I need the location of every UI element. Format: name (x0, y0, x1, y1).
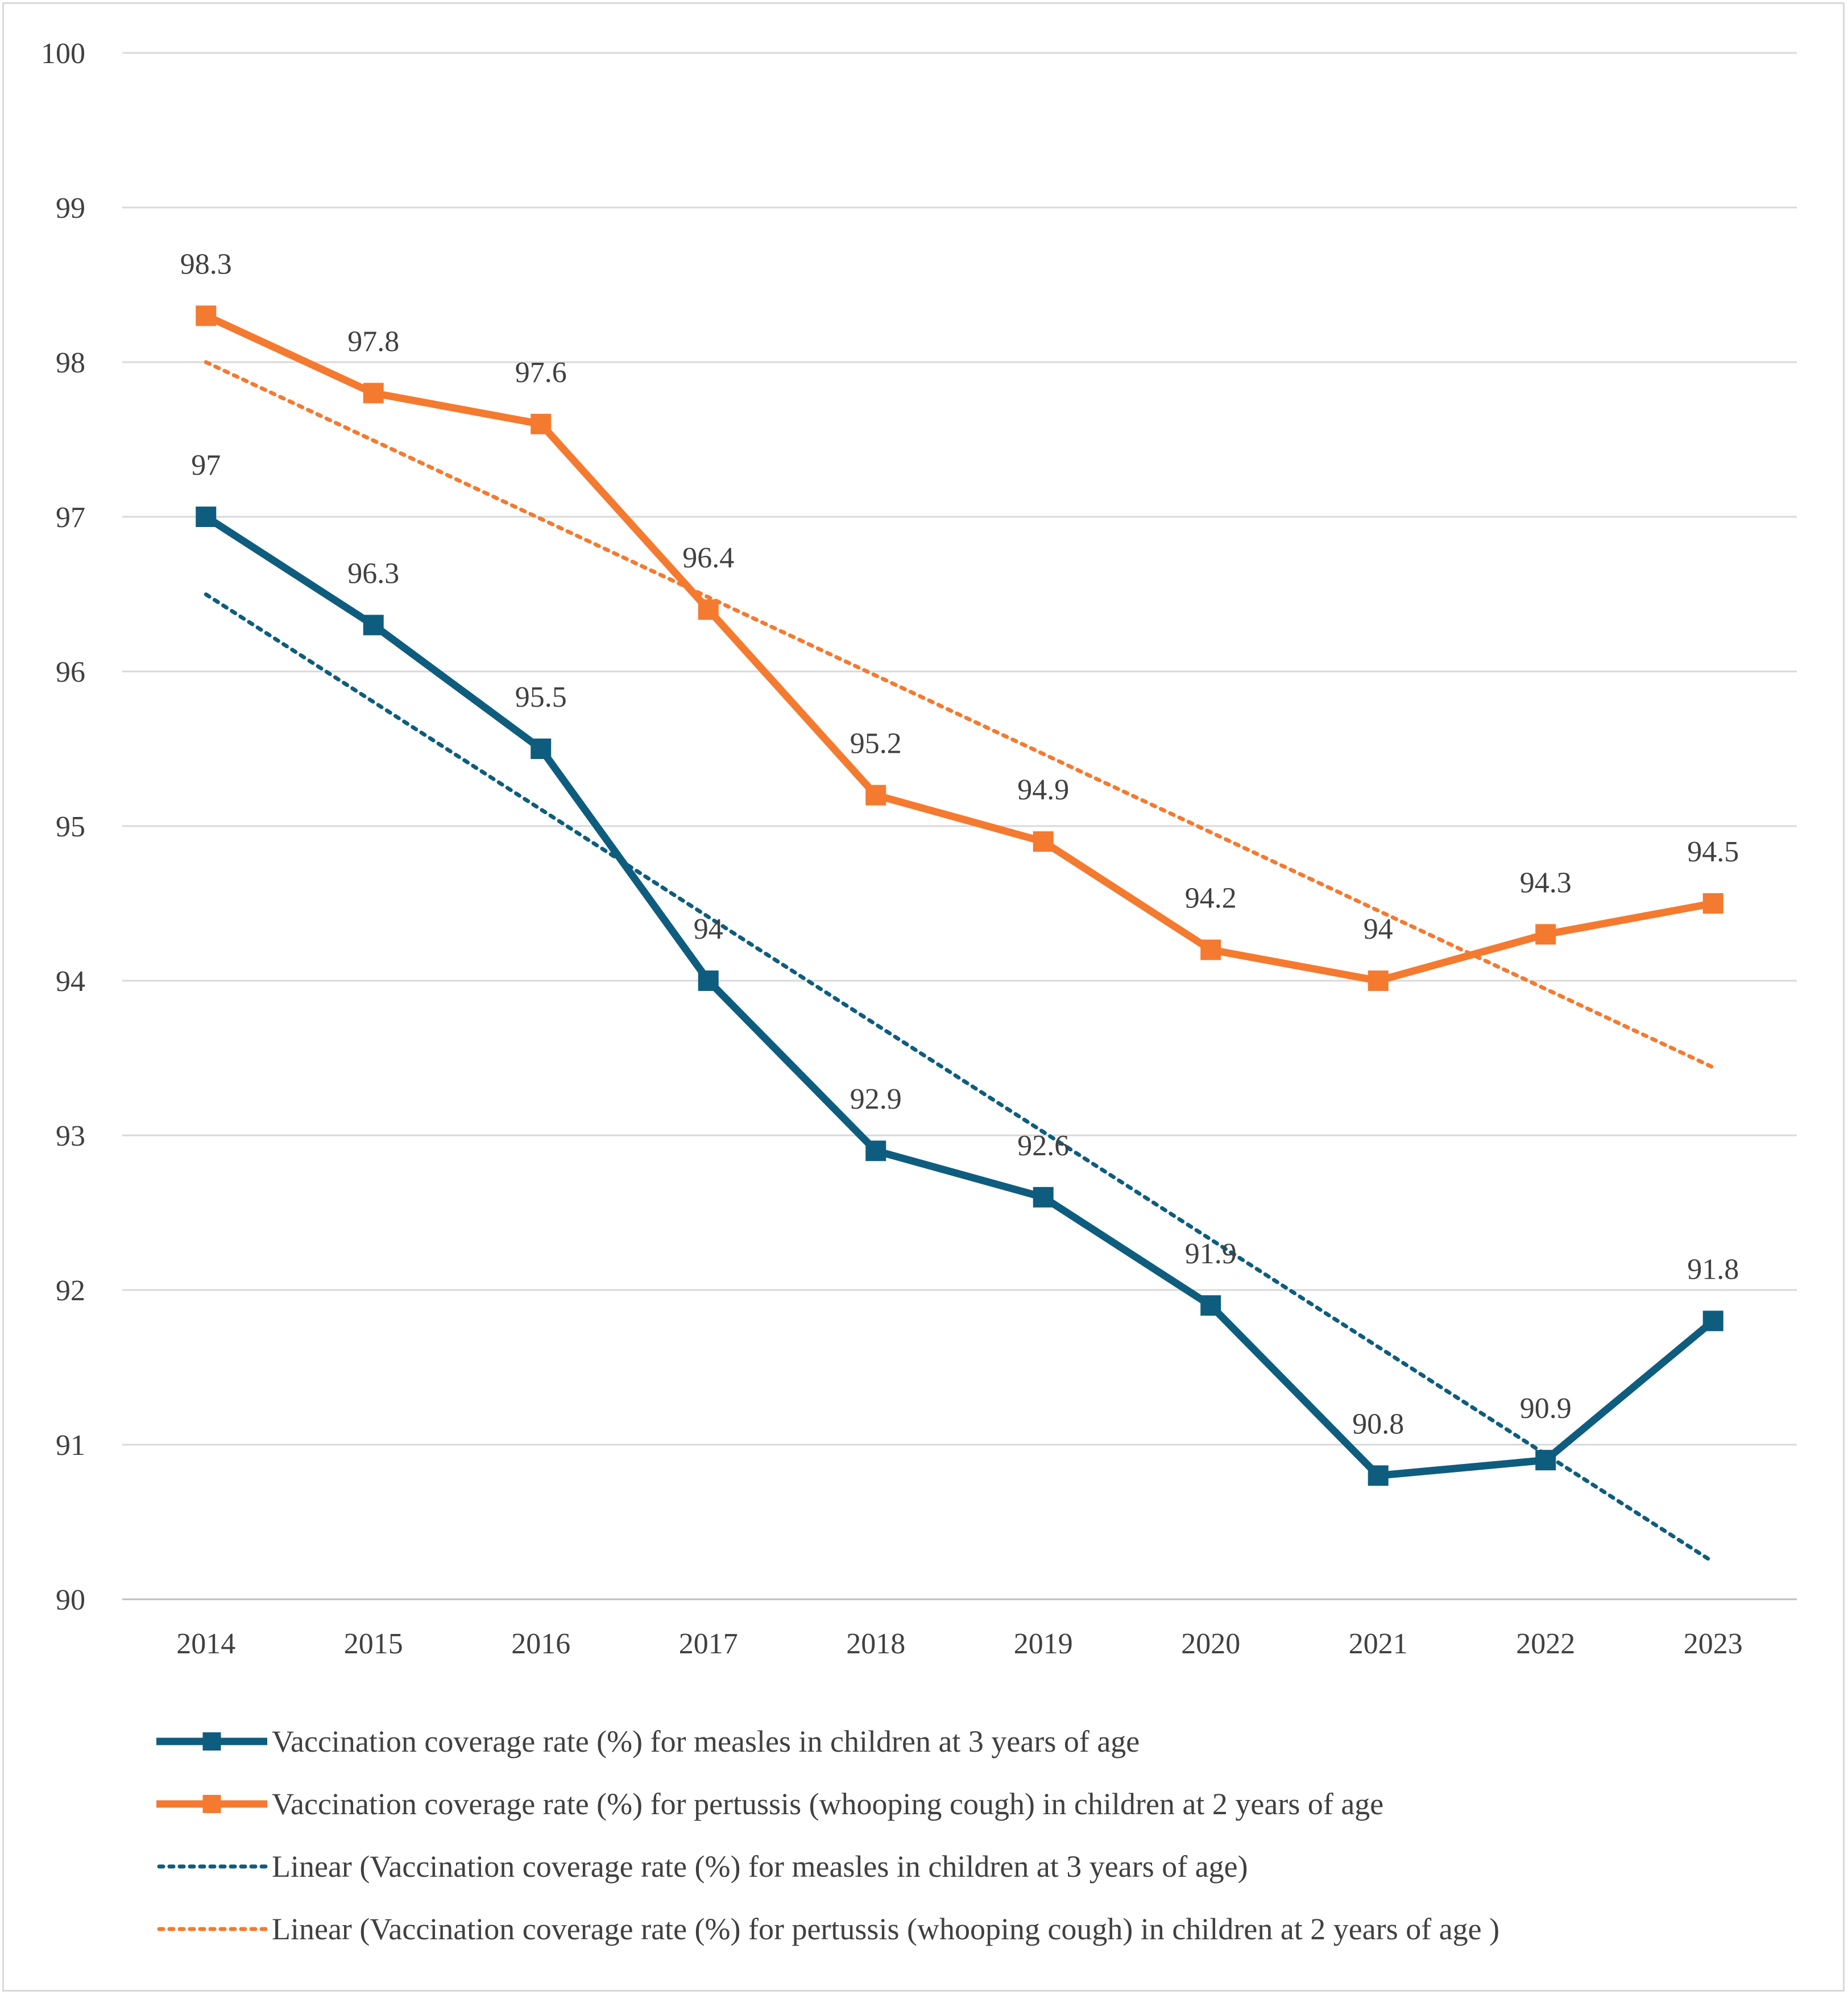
marker-0-6 (1200, 1295, 1221, 1316)
x-tick-label: 2022 (1516, 1628, 1575, 1660)
marker-1-6 (1200, 939, 1221, 960)
legend-label: Linear (Vaccination coverage rate (%) fo… (272, 1912, 1499, 1946)
legend-marker (202, 1795, 221, 1813)
data-label: 97.8 (347, 325, 399, 358)
data-label: 96.4 (682, 542, 734, 574)
marker-0-5 (1033, 1187, 1054, 1208)
data-label: 95.2 (850, 728, 902, 760)
legend-item-1: Vaccination coverage rate (%) for pertus… (156, 1787, 1383, 1821)
x-tick-label: 2020 (1181, 1628, 1240, 1660)
y-tick-label: 95 (56, 811, 85, 843)
legend-label: Linear (Vaccination coverage rate (%) fo… (272, 1849, 1248, 1884)
x-tick-label: 2021 (1349, 1628, 1408, 1660)
y-tick-label: 96 (56, 656, 85, 688)
data-label: 95.5 (515, 681, 567, 714)
y-tick-label: 98 (56, 347, 85, 379)
series-line-0 (204, 513, 1716, 1479)
data-label: 98.3 (180, 248, 232, 280)
marker-1-0 (196, 305, 217, 326)
marker-1-1 (363, 383, 384, 404)
trendline-0 (204, 592, 1716, 1564)
series (196, 305, 1723, 1486)
data-label: 90.8 (1352, 1408, 1404, 1440)
x-tick-label: 2023 (1684, 1628, 1743, 1660)
data-label: 94 (1364, 913, 1393, 945)
marker-1-7 (1368, 970, 1389, 991)
legend-label: Vaccination coverage rate (%) for pertus… (272, 1787, 1383, 1821)
y-tick-label: 90 (56, 1584, 85, 1616)
data-label: 90.9 (1520, 1392, 1572, 1425)
y-tick-label: 92 (56, 1275, 85, 1307)
legend-item-3: Linear (Vaccination coverage rate (%) fo… (157, 1912, 1499, 1946)
marker-0-9 (1702, 1310, 1723, 1332)
legend-item-0: Vaccination coverage rate (%) for measle… (156, 1724, 1140, 1758)
marker-0-8 (1535, 1450, 1556, 1471)
marker-1-8 (1535, 924, 1556, 945)
marker-1-9 (1702, 893, 1723, 914)
marker-0-1 (363, 615, 384, 636)
x-tick-label: 2019 (1014, 1628, 1073, 1660)
data-label: 96.3 (347, 557, 399, 590)
marker-1-5 (1033, 831, 1054, 852)
trendlines (204, 360, 1716, 1564)
legend: Vaccination coverage rate (%) for measle… (156, 1724, 1499, 1946)
trendline-1 (204, 360, 1716, 1069)
gridlines (122, 52, 1797, 1600)
x-tick-label: 2018 (846, 1628, 905, 1660)
data-label: 94.5 (1687, 836, 1739, 868)
legend-item-2: Linear (Vaccination coverage rate (%) fo… (157, 1849, 1248, 1884)
marker-0-7 (1368, 1465, 1389, 1486)
x-axis-ticks: 2014 2015 2016 2017 2018 2019 2020 2021 2022 2023 (176, 1628, 1743, 1660)
data-label: 94.9 (1017, 774, 1069, 806)
data-label: 94.3 (1520, 866, 1572, 899)
legend-marker (202, 1732, 221, 1751)
data-label: 91.8 (1687, 1253, 1739, 1285)
y-axis-ticks: 90 91 92 93 94 95 96 97 98 99 100 (41, 38, 85, 1616)
data-label: 94 (694, 913, 723, 945)
y-tick-label: 100 (41, 38, 85, 70)
x-tick-label: 2017 (679, 1628, 738, 1660)
data-label: 97.6 (515, 356, 567, 389)
marker-0-0 (196, 507, 217, 527)
data-label: 94.2 (1185, 882, 1237, 915)
marker-1-4 (865, 785, 886, 806)
series-line-1 (204, 312, 1714, 985)
marker-0-2 (531, 739, 552, 759)
y-tick-label: 99 (56, 192, 85, 225)
marker-0-4 (865, 1140, 886, 1162)
data-label: 92.9 (850, 1083, 902, 1115)
marker-1-2 (531, 413, 552, 434)
y-tick-label: 97 (56, 501, 85, 534)
y-tick-label: 91 (56, 1429, 85, 1462)
data-label: 92.6 (1017, 1130, 1069, 1162)
data-label: 97 (191, 449, 221, 482)
marker-1-3 (698, 599, 719, 620)
legend-label: Vaccination coverage rate (%) for measle… (272, 1724, 1140, 1758)
data-label: 91.9 (1185, 1238, 1237, 1270)
y-tick-label: 93 (56, 1120, 85, 1152)
x-tick-label: 2015 (344, 1628, 403, 1660)
x-tick-label: 2016 (511, 1628, 570, 1660)
y-tick-label: 94 (56, 965, 85, 998)
x-tick-label: 2014 (176, 1628, 235, 1660)
data-labels: 97 96.3 95.5 94 92.9 92.6 91.9 90.8 90.9 91.8 98.3… (180, 248, 1739, 1440)
marker-0-3 (698, 970, 719, 991)
